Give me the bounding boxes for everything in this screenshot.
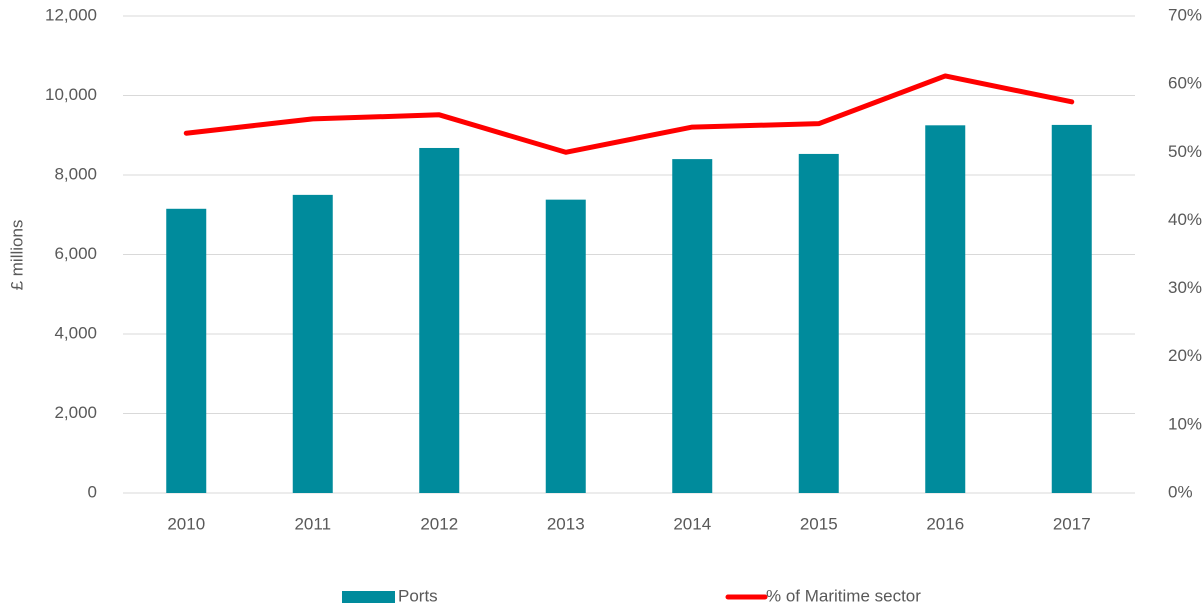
y-tick-label: 10,000 [45, 85, 97, 104]
bar [166, 208, 207, 493]
x-tick-label: 2012 [420, 514, 458, 533]
x-tick-label: 2011 [294, 514, 331, 533]
y-axis-label: £ millions [7, 220, 26, 291]
y2-tick-label: 70% [1168, 5, 1202, 24]
y2-tick-label: 0% [1168, 482, 1193, 501]
x-tick-label: 2016 [926, 514, 964, 533]
y-tick-label: 2,000 [54, 403, 97, 422]
legend-label: % of Maritime sector [766, 586, 921, 605]
x-tick-label: 2017 [1053, 514, 1091, 533]
y2-tick-label: 30% [1168, 278, 1202, 297]
y-tick-label: 12,000 [45, 5, 97, 24]
y2-tick-label: 40% [1168, 210, 1202, 229]
bar [292, 194, 333, 493]
x-tick-label: 2010 [167, 514, 205, 533]
y-tick-label: 6,000 [54, 244, 97, 263]
y-tick-label: 8,000 [54, 164, 97, 183]
y-tick-label: 4,000 [54, 323, 97, 342]
bar [545, 199, 586, 493]
y2-tick-label: 50% [1168, 142, 1202, 161]
legend-label: Ports [398, 586, 438, 605]
y2-tick-label: 20% [1168, 346, 1202, 365]
line [183, 73, 1075, 155]
y2-tick-label: 60% [1168, 74, 1202, 93]
x-tick-label: 2015 [800, 514, 838, 533]
legend-swatch [342, 591, 395, 603]
x-tick-label: 2013 [547, 514, 585, 533]
y2-tick-label: 10% [1168, 414, 1202, 433]
bar [1051, 124, 1092, 493]
x-tick-label: 2014 [673, 514, 711, 533]
bar [672, 159, 713, 493]
y-tick-label: 0 [88, 482, 97, 501]
bar [419, 147, 460, 493]
bar [798, 153, 839, 493]
bar [925, 125, 966, 493]
